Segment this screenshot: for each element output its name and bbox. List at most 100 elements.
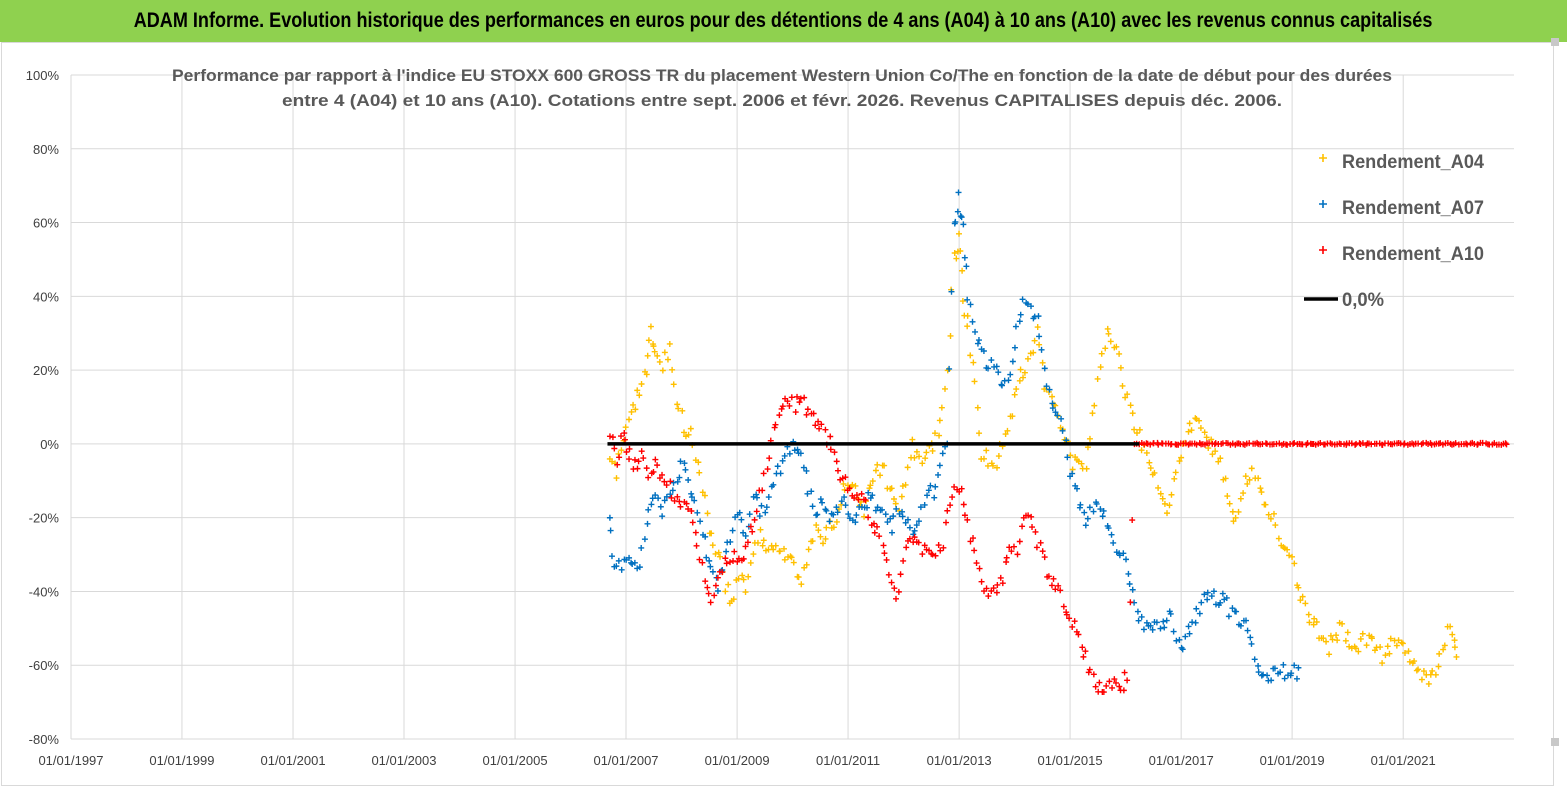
- data-point: [1387, 635, 1394, 642]
- data-point: [1204, 596, 1211, 603]
- data-point: [1129, 586, 1136, 593]
- data-point: [1123, 556, 1130, 563]
- data-point: [1352, 441, 1359, 448]
- data-point: [810, 410, 817, 417]
- data-point: [951, 483, 958, 490]
- data-point: [1379, 660, 1386, 667]
- resize-handle-bottom[interactable]: [1551, 738, 1559, 746]
- data-point: [659, 513, 666, 520]
- data-point: [641, 536, 648, 543]
- data-point: [1179, 646, 1186, 653]
- data-point: [1155, 484, 1162, 491]
- data-point: [879, 506, 885, 513]
- data-point: [935, 471, 942, 478]
- data-point: [1078, 460, 1085, 467]
- data-point: [784, 398, 791, 405]
- data-point: [663, 482, 670, 489]
- data-point: [1275, 535, 1282, 542]
- data-point: [994, 581, 1001, 588]
- data-point: [969, 318, 976, 325]
- data-point: [640, 455, 647, 462]
- data-point: [1226, 500, 1233, 507]
- legend-swatch: [1319, 154, 1327, 162]
- y-tick-label: 40%: [33, 289, 59, 304]
- data-point: [699, 489, 706, 496]
- data-point: [654, 352, 661, 359]
- data-point: [900, 557, 907, 564]
- data-point: [1045, 573, 1052, 580]
- data-point: [740, 555, 747, 562]
- data-point: [734, 558, 741, 565]
- data-point: [880, 542, 887, 549]
- data-point: [903, 544, 910, 551]
- data-point: [1135, 617, 1142, 624]
- data-point: [1100, 507, 1107, 514]
- data-point: [1037, 539, 1044, 546]
- data-point: [909, 436, 916, 443]
- data-point: [693, 542, 700, 549]
- data-point: [995, 369, 1002, 376]
- data-point: [1009, 358, 1016, 365]
- data-point: [941, 385, 948, 392]
- data-point: [707, 563, 714, 570]
- x-tick-label: 01/01/2021: [1371, 753, 1436, 768]
- data-point: [1420, 668, 1427, 675]
- data-point: [960, 501, 967, 508]
- data-point: [1107, 338, 1114, 345]
- data-point: [1333, 632, 1340, 639]
- data-point: [936, 432, 943, 439]
- data-point: [1086, 435, 1093, 442]
- data-point: [795, 574, 802, 581]
- data-point: [1198, 599, 1205, 606]
- data-point: [1036, 333, 1043, 340]
- data-point: [674, 478, 681, 485]
- data-point: [1120, 550, 1127, 557]
- data-point: [1046, 386, 1053, 393]
- data-point: [816, 425, 823, 432]
- data-point: [1291, 662, 1298, 669]
- data-point: [1052, 586, 1059, 593]
- data-point: [870, 520, 877, 527]
- data-point: [722, 555, 729, 562]
- data-point: [980, 455, 987, 462]
- data-point: [988, 357, 995, 364]
- data-point: [971, 378, 978, 385]
- data-point: [1121, 669, 1128, 676]
- resize-handle-top[interactable]: [1551, 38, 1559, 46]
- data-point: [931, 494, 938, 501]
- data-point: [1167, 610, 1174, 617]
- data-point: [746, 511, 753, 518]
- data-point: [944, 507, 951, 514]
- data-point: [1079, 644, 1086, 651]
- data-point: [993, 363, 1000, 370]
- data-point: [636, 392, 643, 399]
- data-point: [921, 542, 928, 549]
- data-point: [1090, 508, 1097, 515]
- data-point: [990, 585, 997, 592]
- data-point: [1013, 386, 1020, 393]
- data-point: [1147, 441, 1154, 448]
- data-point: [772, 421, 779, 428]
- data-point: [1452, 440, 1459, 447]
- data-point: [1178, 454, 1185, 461]
- data-point: [803, 561, 810, 568]
- data-point: [661, 349, 668, 356]
- data-point: [1229, 605, 1236, 612]
- data-point: [759, 487, 766, 494]
- data-point: [822, 426, 829, 433]
- data-point: [1096, 679, 1103, 686]
- data-point: [902, 481, 909, 488]
- data-point: [927, 482, 934, 489]
- legend-label: Rendement_A10: [1342, 244, 1484, 265]
- data-point: [1173, 637, 1180, 644]
- data-point: [842, 502, 849, 509]
- report-banner: ADAM Informe. Evolution historique des p…: [0, 0, 1567, 42]
- data-point: [1267, 515, 1274, 522]
- data-point: [765, 494, 772, 501]
- data-point: [845, 511, 852, 518]
- data-point: [917, 504, 924, 511]
- data-point: [667, 491, 674, 498]
- data-point: [892, 500, 899, 507]
- data-point: [1077, 501, 1084, 508]
- legend-item: Rendement_A10: [1319, 244, 1484, 265]
